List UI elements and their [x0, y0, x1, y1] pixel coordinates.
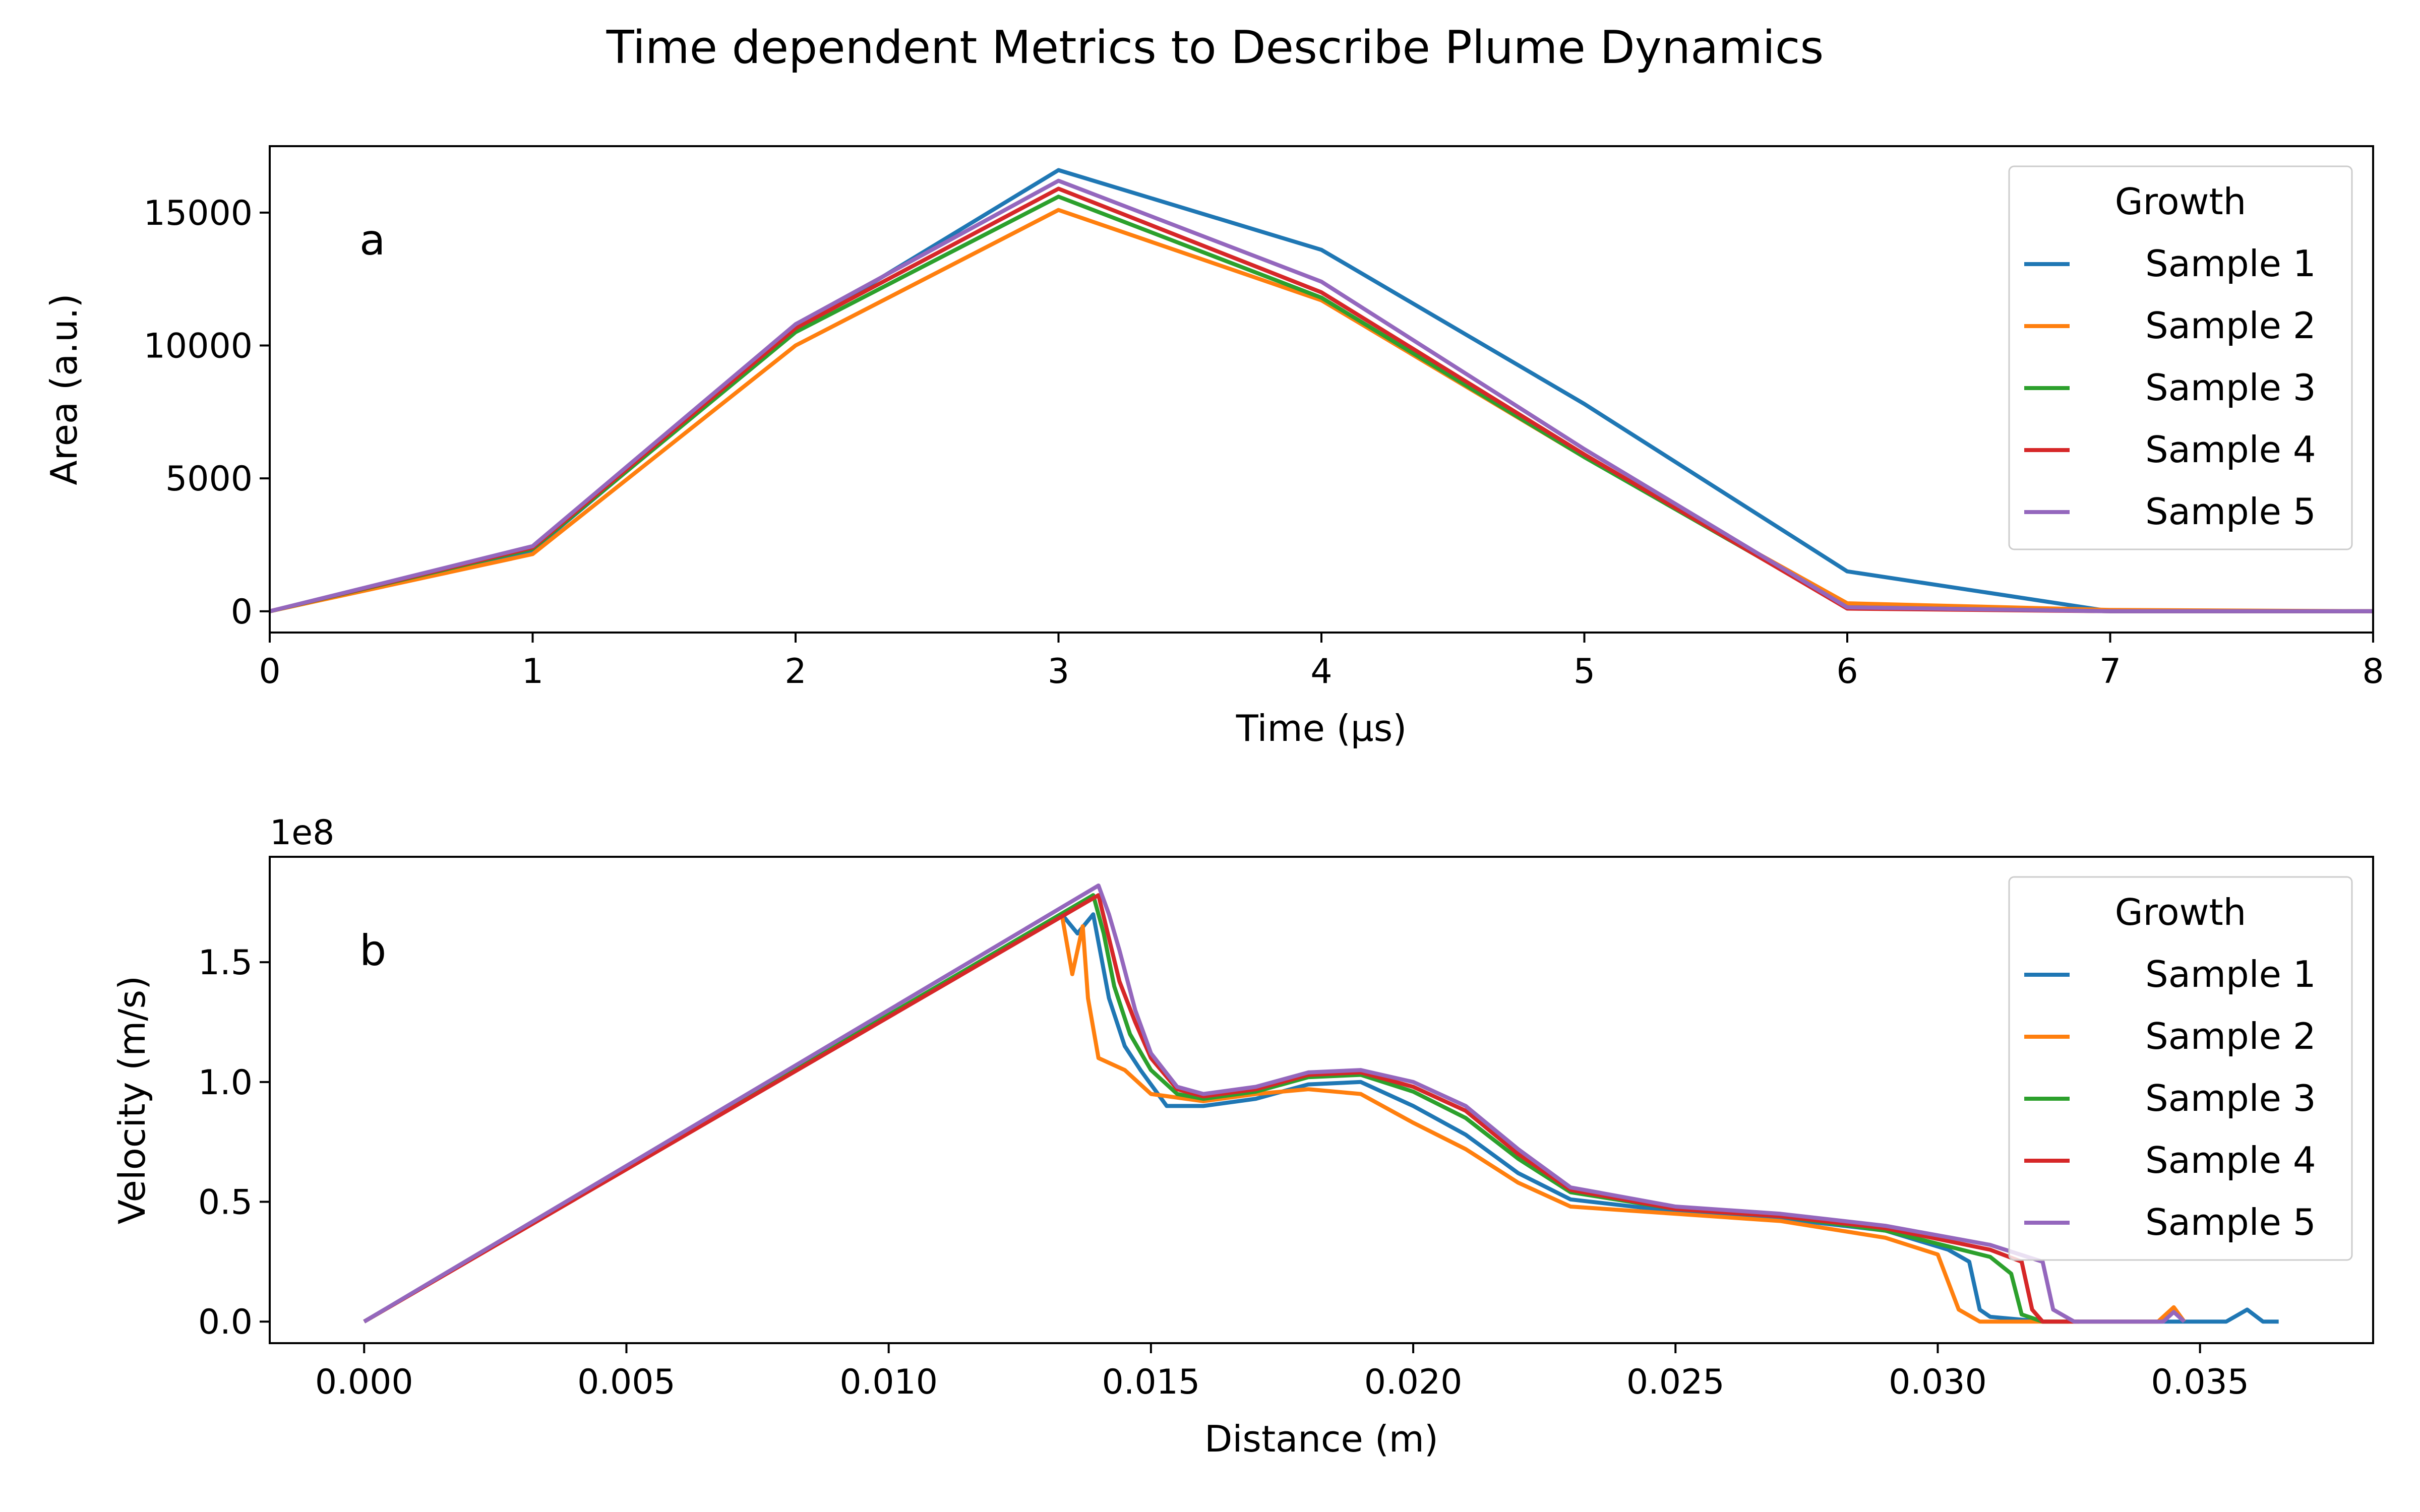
- y-tick-label: 15000: [144, 194, 253, 233]
- legend-label-sample-5: Sample 5: [2145, 1201, 2316, 1243]
- x-tick-label: 2: [784, 652, 806, 691]
- panel-b: 0.000 0.005 0.010 0.015 0.020 0.025 0.030 0.035…: [111, 813, 2374, 1460]
- panel-a-y-axis-label: Area (a.u.): [43, 293, 85, 485]
- x-tick-label: 0.000: [315, 1362, 413, 1402]
- legend-label-sample-2: Sample 2: [2145, 1015, 2316, 1057]
- x-tick-label: 0.020: [1364, 1362, 1463, 1402]
- panel-b-x-axis-label: Distance (m): [1204, 1418, 1438, 1460]
- panel-b-y-ticks: 0.0 0.5 1.0 1.5: [198, 943, 270, 1342]
- series-line-sample-3: [363, 893, 2069, 1324]
- y-tick-label: 10000: [144, 326, 253, 366]
- panel-a: 0 1 2 3 4 5 6 7 8 0 5000 10000 15000 a Time (µs) Ar…: [43, 145, 2384, 749]
- panel-b-y-offset-label: 1e8: [270, 813, 334, 853]
- legend-label-sample-1: Sample 1: [2145, 953, 2316, 995]
- panel-b-letter: b: [359, 926, 386, 975]
- x-tick-label: 0: [259, 652, 280, 691]
- legend-label-sample-3: Sample 3: [2145, 1077, 2316, 1119]
- y-tick-label: 5000: [165, 459, 253, 499]
- figure-title: Time dependent Metrics to Describe Plume…: [606, 21, 1824, 74]
- panel-b-x-ticks: 0.000 0.005 0.010 0.015 0.020 0.025 0.030 0.035: [315, 1343, 2249, 1402]
- panel-a-y-ticks: 0 5000 10000 15000: [144, 194, 270, 632]
- panel-a-legend-box: [2008, 165, 2353, 550]
- panel-b-legend-box: [2008, 876, 2353, 1261]
- legend-label-sample-4: Sample 4: [2145, 1139, 2316, 1181]
- x-tick-label: 5: [1574, 652, 1595, 691]
- panel-b-axes-frame: [269, 856, 2374, 1344]
- panel-b-legend-items: Sample 1 Sample 2 Sample 3 Sample 4 Sample 5: [2024, 953, 2316, 1243]
- x-tick-label: 3: [1048, 652, 1069, 691]
- panel-b-legend-title: Growth: [2115, 891, 2247, 933]
- x-tick-label: 6: [1836, 652, 1858, 691]
- series-line-sample-2: [269, 208, 2374, 613]
- panel-a-legend-items: Sample 1 Sample 2 Sample 3 Sample 4 Sample 5: [2024, 242, 2316, 533]
- legend-label-sample-1: Sample 1: [2145, 242, 2316, 285]
- x-tick-label: 0.010: [839, 1362, 938, 1402]
- series-line-sample-4: [363, 893, 2080, 1324]
- panel-a-x-axis-label: Time (µs): [1236, 707, 1407, 749]
- legend-label-sample-3: Sample 3: [2145, 366, 2316, 409]
- panel-a-series-group: [269, 168, 2374, 613]
- y-tick-label: 0.0: [198, 1302, 253, 1342]
- x-tick-label: 0.015: [1102, 1362, 1200, 1402]
- x-tick-label: 1: [522, 652, 543, 691]
- panel-a-x-ticks: 0 1 2 3 4 5 6 7 8: [259, 633, 2384, 691]
- panel-b-series-group: [363, 884, 2279, 1324]
- panel-a-letter: a: [359, 215, 385, 265]
- y-tick-label: 0: [231, 592, 253, 632]
- series-line-sample-5: [363, 884, 2186, 1324]
- panel-b-y-axis-label: Velocity (m/s): [111, 976, 153, 1224]
- x-tick-label: 7: [2099, 652, 2121, 691]
- x-tick-label: 4: [1310, 652, 1332, 691]
- x-tick-label: 8: [2362, 652, 2384, 691]
- y-tick-label: 1.5: [198, 943, 253, 983]
- panel-a-legend-title: Growth: [2115, 180, 2247, 223]
- x-tick-label: 0.005: [577, 1362, 676, 1402]
- x-tick-label: 0.030: [1889, 1362, 1987, 1402]
- legend-label-sample-5: Sample 5: [2145, 490, 2316, 533]
- x-tick-label: 0.025: [1626, 1362, 1725, 1402]
- legend-label-sample-4: Sample 4: [2145, 428, 2316, 471]
- legend-label-sample-2: Sample 2: [2145, 304, 2316, 347]
- y-tick-label: 1.0: [198, 1063, 253, 1103]
- y-tick-label: 0.5: [198, 1183, 253, 1223]
- x-tick-label: 0.035: [2151, 1362, 2249, 1402]
- series-line-sample-5: [269, 178, 2373, 613]
- series-line-sample-2: [363, 912, 2186, 1324]
- series-line-sample-1: [363, 912, 2279, 1324]
